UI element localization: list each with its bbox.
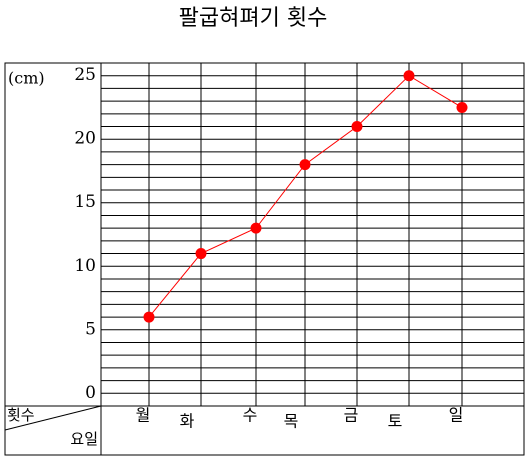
data-point	[195, 248, 207, 260]
x-tick-label: 일	[449, 406, 464, 425]
data-point	[250, 222, 262, 234]
y-tick-label: 0	[85, 383, 96, 403]
data-point	[403, 70, 415, 82]
unit-label: (cm)	[8, 69, 45, 88]
data-point	[456, 101, 468, 113]
header-diagonal	[4, 405, 102, 431]
x-tick-label: 토	[388, 412, 403, 431]
x-tick-label: 화	[180, 412, 195, 431]
x-tick-label: 금	[344, 406, 359, 425]
chart-title: 팔굽혀펴기 횟수	[179, 6, 328, 31]
y-tick-label: 25	[74, 65, 96, 85]
x-tick-label: 월	[136, 406, 151, 425]
y-tick-label: 15	[74, 192, 96, 212]
data-point	[351, 121, 363, 133]
x-tick-label: 목	[284, 412, 299, 431]
data-point	[299, 159, 311, 171]
y-header: 횟수	[7, 406, 35, 424]
frame	[4, 62, 525, 456]
x-header: 요일	[70, 430, 98, 448]
data-point	[143, 311, 155, 323]
y-tick-label: 10	[74, 256, 96, 276]
y-tick-label: 5	[85, 319, 96, 339]
x-tick-label: 수	[243, 406, 258, 425]
y-tick-label: 20	[74, 129, 96, 149]
